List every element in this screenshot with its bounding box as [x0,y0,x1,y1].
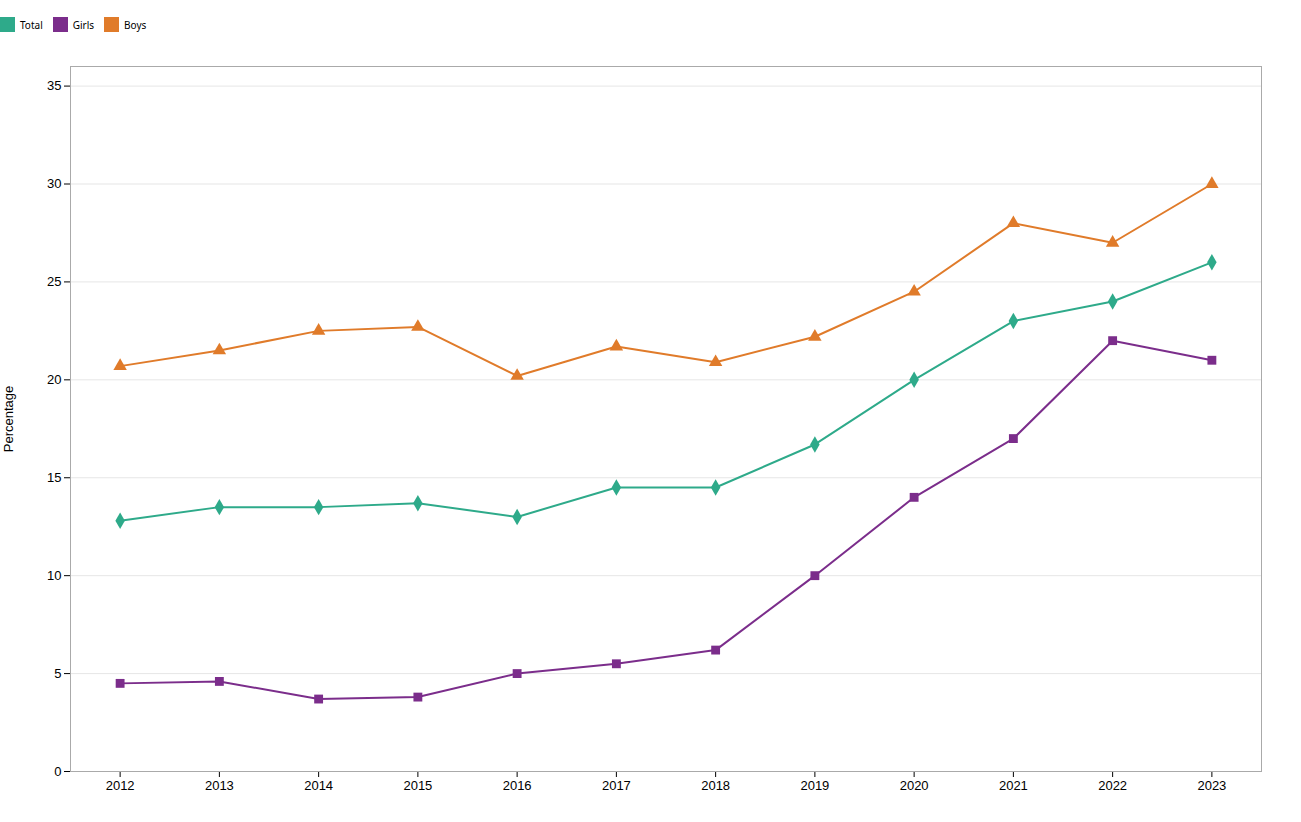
html-text:Total: Total [20,17,43,32]
svg-text:2017: 2017 [602,778,631,793]
svg-text:2015: 2015 [403,778,432,793]
svg-text:2016: 2016 [503,778,532,793]
svg-text:2014: 2014 [304,778,333,793]
html-text:Girls: Girls [72,17,95,32]
svg-text:2023: 2023 [1197,778,1226,793]
svg-text:2012: 2012 [106,778,135,793]
svg-text:2020: 2020 [900,778,929,793]
svg-text:2018: 2018 [701,778,730,793]
svg-text:25: 25 [47,274,61,289]
svg-text:2022: 2022 [1098,778,1127,793]
svg-text:10: 10 [47,568,61,583]
svg-text:5: 5 [54,666,61,681]
svg-text:Percentage: Percentage [1,386,16,453]
svg-text:2013: 2013 [205,778,234,793]
svg-text:20: 20 [47,372,61,387]
svg-text:2021: 2021 [999,778,1028,793]
svg-text:15: 15 [47,470,61,485]
svg-text:0: 0 [54,764,61,779]
html-text:Boys: Boys [124,17,147,32]
svg-text:35: 35 [47,78,61,93]
svg-text:2019: 2019 [800,778,829,793]
svg-text:30: 30 [47,176,61,191]
